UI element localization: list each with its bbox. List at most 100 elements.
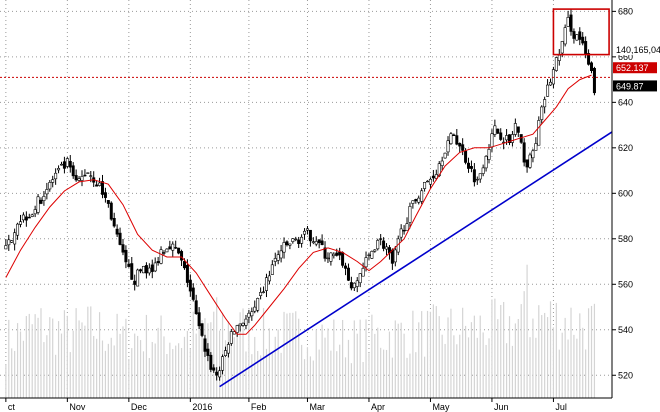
- volume-bar: [57, 321, 60, 398]
- candle-down: [572, 31, 576, 39]
- price-label: 140,165,04: [616, 45, 660, 55]
- candle-down: [344, 265, 348, 269]
- price-labels: 140,165,04 652.137 649.87: [613, 44, 660, 92]
- volume-bar: [233, 337, 235, 398]
- volume-bar: [333, 319, 335, 398]
- volume-bar: [116, 313, 118, 398]
- volume-bar: [324, 337, 326, 398]
- volume-bar: [356, 333, 358, 398]
- volume-bar: [75, 308, 77, 398]
- x-tick-label: Dec: [131, 402, 148, 412]
- volume-bar: [204, 318, 206, 398]
- candle-up: [446, 140, 450, 153]
- volume-bar: [511, 345, 514, 398]
- candle-down: [206, 348, 210, 356]
- candle-up: [575, 34, 579, 41]
- volume-bar: [330, 350, 332, 398]
- candle-up: [51, 179, 55, 183]
- x-tick-label: Feb: [251, 402, 267, 412]
- volume-bar: [139, 340, 142, 398]
- candle-down: [139, 269, 143, 272]
- volume-bar: [16, 323, 19, 398]
- candle-down: [335, 252, 339, 256]
- candle-up: [42, 196, 46, 201]
- candle-up: [54, 172, 58, 180]
- candle-up: [426, 180, 430, 183]
- candle-up: [376, 240, 380, 250]
- volume-bar: [517, 319, 519, 398]
- candle-down: [185, 264, 189, 283]
- volume-bar: [529, 337, 531, 398]
- candle-up: [235, 325, 239, 333]
- x-tick-label: Jul: [555, 402, 567, 412]
- candle-down: [39, 199, 43, 204]
- volume-bar: [535, 337, 537, 398]
- candle-up: [352, 282, 356, 289]
- candle-up: [534, 143, 538, 151]
- candle-up: [405, 223, 409, 231]
- volume-bar: [134, 333, 136, 398]
- volume-bar: [107, 343, 109, 398]
- volume-bar: [303, 359, 306, 398]
- candle-down: [109, 202, 113, 220]
- volume-bar: [497, 319, 499, 398]
- candle-down: [525, 159, 529, 168]
- price-label-background: [613, 80, 657, 92]
- candle-up: [364, 257, 368, 268]
- candle-up: [358, 273, 362, 284]
- volume-bar: [224, 340, 227, 398]
- candle-down: [297, 239, 301, 244]
- candle-up: [540, 106, 544, 120]
- candle-down: [464, 150, 468, 163]
- volume-bar: [93, 335, 95, 398]
- candle-down: [130, 263, 134, 280]
- candle-up: [159, 249, 163, 264]
- volume-bar: [72, 330, 74, 398]
- candle-up: [417, 197, 421, 203]
- candle-down: [71, 165, 75, 177]
- y-tick-label: 580: [618, 234, 633, 244]
- candle-up: [411, 200, 415, 204]
- volume-bar: [353, 320, 355, 398]
- y-tick-label: 640: [618, 97, 633, 107]
- candle-up: [171, 243, 175, 251]
- volume-bar: [295, 311, 297, 398]
- volume-bar: [374, 333, 376, 398]
- candle-down: [317, 239, 321, 243]
- volume-bar: [391, 357, 393, 398]
- volume-bar: [131, 348, 133, 398]
- candle-up: [560, 41, 564, 54]
- volume-bar: [538, 305, 540, 398]
- price-label: 649.87: [616, 81, 644, 91]
- candle-up: [273, 258, 277, 262]
- volume-bar: [254, 336, 256, 398]
- candle-up: [546, 84, 550, 97]
- candle-up: [59, 163, 63, 166]
- volume-bar: [412, 310, 414, 398]
- volume-bar: [564, 317, 566, 398]
- volume-bar: [587, 308, 590, 398]
- x-tick-label: Apr: [371, 402, 385, 412]
- candle-up: [165, 248, 169, 253]
- candle-up: [141, 266, 145, 274]
- candle-down: [27, 216, 31, 219]
- candle-up: [256, 298, 260, 311]
- volume-bar: [69, 352, 71, 398]
- candle-up: [77, 178, 81, 181]
- plot-background: [0, 0, 612, 398]
- candle-up: [303, 230, 307, 235]
- candle-down: [382, 240, 386, 249]
- price-label-background: [613, 44, 657, 56]
- candle-up: [259, 292, 263, 296]
- volume-bar: [28, 313, 30, 398]
- y-tick-label: 520: [618, 370, 633, 380]
- y-tick-label: 620: [618, 143, 633, 153]
- candle-down: [499, 132, 503, 140]
- volume-bar: [219, 330, 221, 398]
- volume-bar: [485, 344, 487, 398]
- candle-up: [355, 280, 359, 287]
- candle-up: [136, 269, 140, 287]
- volume-bar: [544, 312, 546, 398]
- candle-up: [481, 167, 485, 174]
- candle-down: [209, 354, 213, 370]
